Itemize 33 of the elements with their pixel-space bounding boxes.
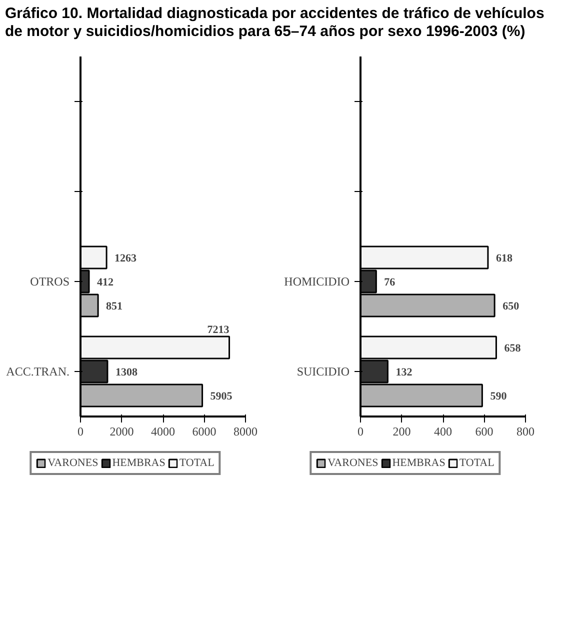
data-label: 5905 [210,390,233,402]
data-label: 7213 [207,324,230,336]
x-tick-label: 400 [434,424,452,438]
data-label: 1263 [114,252,138,264]
data-label: 658 [504,342,522,354]
legend-label: VARONES [328,457,378,469]
x-tick-label: 200 [392,424,411,438]
chart-title: Gráfico 10. Mortalidad diagnosticada por accidentes de tráfico de vehículos de motor y suicidios/homicidios para 65–74 años por sexo 1996-2003 (%) [5,5,544,40]
y-tick-label: HOMICIDIO [284,274,350,288]
y-tick-label: ACC.TRAN. [6,364,70,378]
x-tick-label: 0 [358,424,364,438]
data-label: 650 [502,300,520,312]
data-label: 851 [106,300,123,312]
x-tick-label: 600 [475,424,494,438]
x-tick-label: 0 [78,424,84,438]
y-tick-label: OTROS [30,274,70,288]
legend-label: TOTAL [179,457,214,469]
data-label: 76 [384,276,396,288]
legend-label: HEMBRAS [392,457,446,469]
x-tick-label: 8000 [234,424,258,438]
x-tick-label: 2000 [110,424,134,438]
y-tick-label: SUICIDIO [296,364,350,378]
legend-label: HEMBRAS [112,457,166,469]
x-tick-label: 4000 [151,424,175,438]
data-label: 590 [490,390,508,402]
data-label: 132 [396,366,413,378]
data-label: 412 [96,276,114,288]
x-tick-label: 6000 [192,424,216,438]
data-label: 618 [496,252,513,264]
legend-label: VARONES [48,457,98,469]
x-tick-label: 800 [516,424,534,438]
data-label: 1308 [115,366,138,378]
legend-label: TOTAL [459,457,494,469]
